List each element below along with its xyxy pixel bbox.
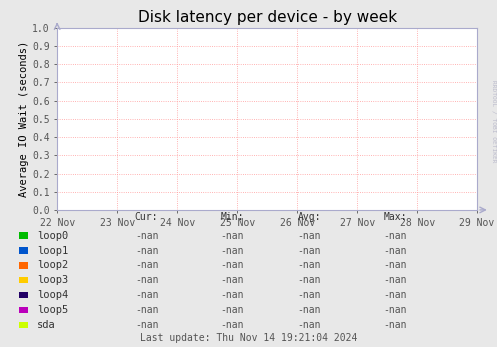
Text: Cur:: Cur:: [135, 212, 159, 222]
Text: loop1: loop1: [37, 246, 69, 255]
Text: -nan: -nan: [220, 261, 244, 270]
Text: loop0: loop0: [37, 231, 69, 240]
Text: Last update: Thu Nov 14 19:21:04 2024: Last update: Thu Nov 14 19:21:04 2024: [140, 333, 357, 343]
Y-axis label: Average IO Wait (seconds): Average IO Wait (seconds): [19, 41, 29, 197]
Text: -nan: -nan: [135, 290, 159, 300]
Text: -nan: -nan: [297, 246, 321, 255]
Text: sda: sda: [37, 320, 56, 330]
Text: -nan: -nan: [297, 261, 321, 270]
Text: -nan: -nan: [383, 290, 407, 300]
Text: -nan: -nan: [383, 276, 407, 285]
Text: -nan: -nan: [297, 305, 321, 315]
Text: -nan: -nan: [220, 231, 244, 240]
Text: -nan: -nan: [135, 305, 159, 315]
Text: -nan: -nan: [135, 231, 159, 240]
Text: -nan: -nan: [383, 231, 407, 240]
Text: -nan: -nan: [383, 261, 407, 270]
Text: -nan: -nan: [220, 276, 244, 285]
Text: loop3: loop3: [37, 276, 69, 285]
Text: -nan: -nan: [135, 276, 159, 285]
Text: -nan: -nan: [220, 246, 244, 255]
Text: -nan: -nan: [383, 305, 407, 315]
Text: -nan: -nan: [383, 246, 407, 255]
Text: loop2: loop2: [37, 261, 69, 270]
Text: -nan: -nan: [135, 246, 159, 255]
Text: -nan: -nan: [297, 276, 321, 285]
Text: -nan: -nan: [297, 320, 321, 330]
Text: RRDTOOL / TOBI OETIKER: RRDTOOL / TOBI OETIKER: [491, 80, 496, 163]
Text: Avg:: Avg:: [297, 212, 321, 222]
Text: -nan: -nan: [135, 261, 159, 270]
Text: Max:: Max:: [383, 212, 407, 222]
Text: -nan: -nan: [135, 320, 159, 330]
Text: -nan: -nan: [220, 290, 244, 300]
Text: -nan: -nan: [297, 231, 321, 240]
Text: -nan: -nan: [220, 305, 244, 315]
Text: -nan: -nan: [297, 290, 321, 300]
Text: Min:: Min:: [220, 212, 244, 222]
Text: -nan: -nan: [383, 320, 407, 330]
Text: loop5: loop5: [37, 305, 69, 315]
Text: loop4: loop4: [37, 290, 69, 300]
Title: Disk latency per device - by week: Disk latency per device - by week: [138, 10, 397, 25]
Text: -nan: -nan: [220, 320, 244, 330]
